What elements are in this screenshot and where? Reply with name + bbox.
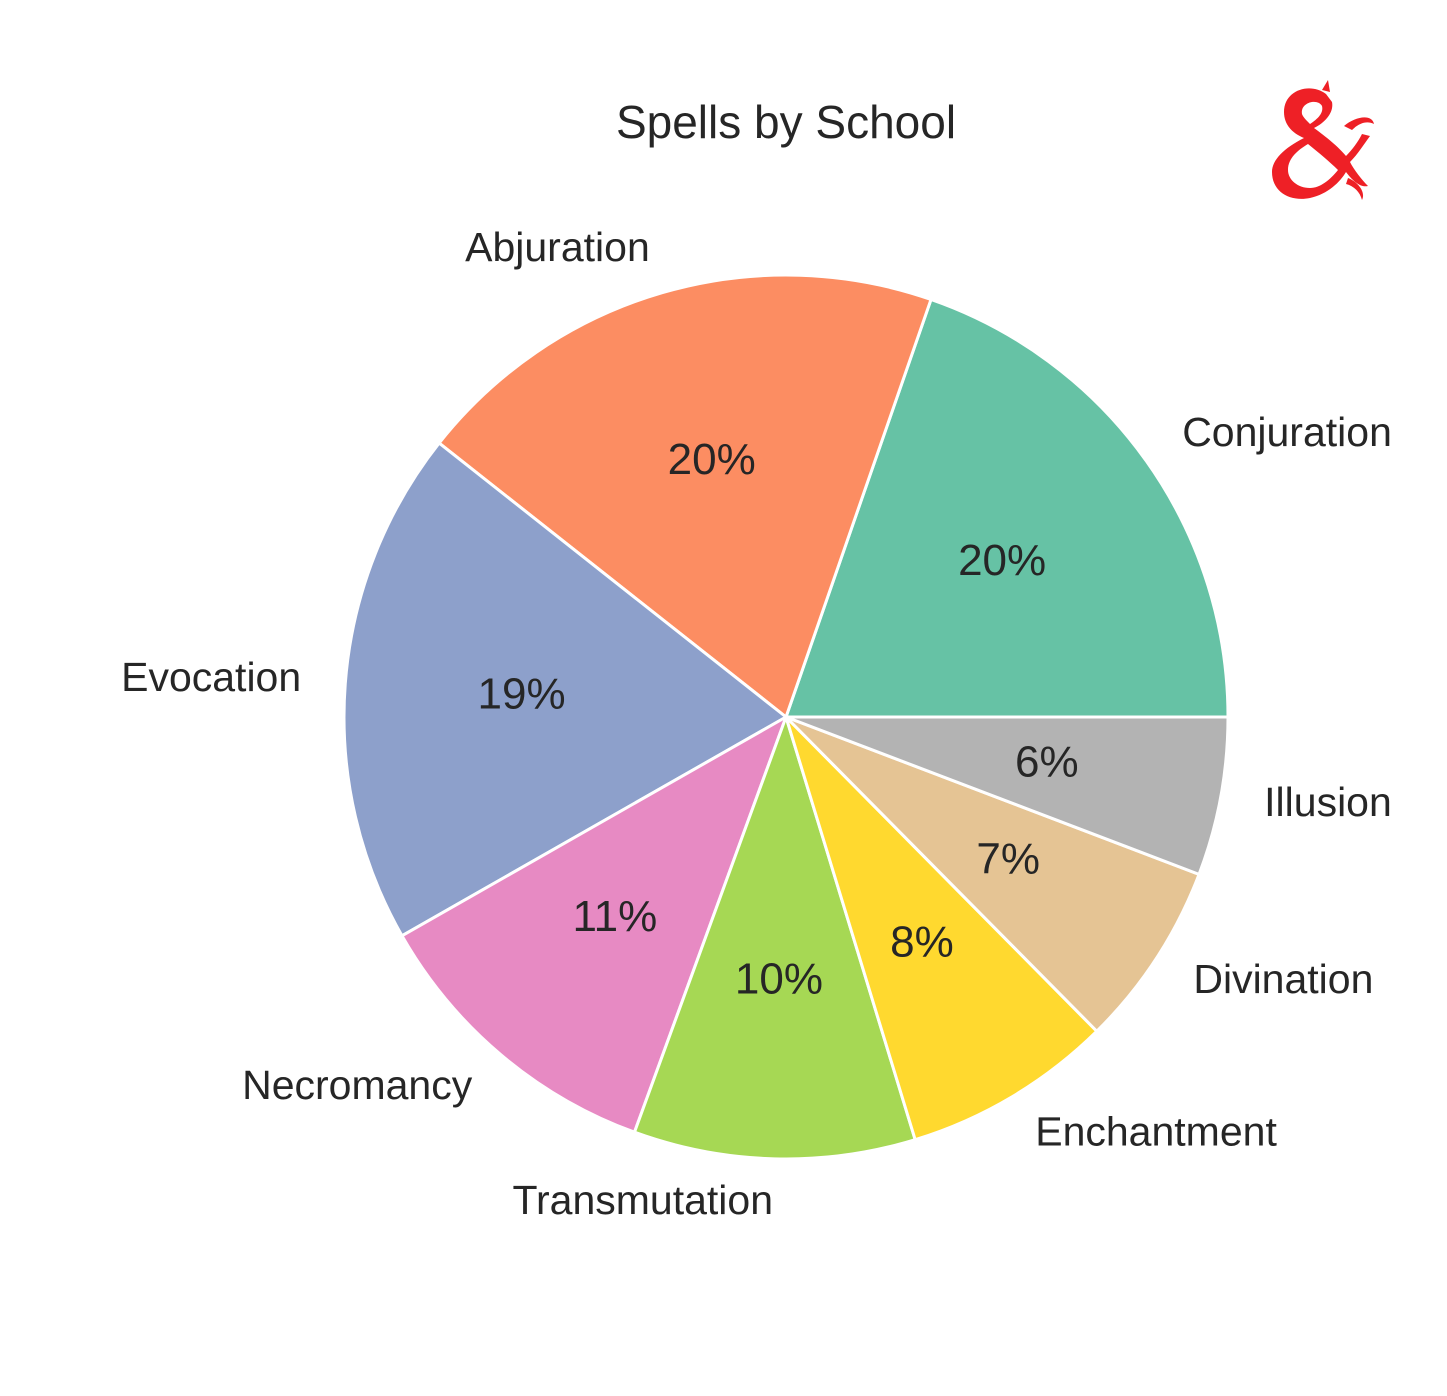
pie-percent-labels: 20% 20% 19% 11% 10% 8% 7% 6% (478, 435, 1079, 1004)
pie-slice-evocation (342, 441, 788, 938)
pie-category-labels: Conjuration Abjuration Evocation Necromancy… (121, 224, 1392, 1223)
percent-label-necromancy: 11% (572, 892, 657, 941)
category-label-transmutation: Transmutation (512, 1177, 773, 1223)
percent-label-divination: 7% (976, 834, 1040, 883)
category-label-abjuration: Abjuration (465, 224, 650, 270)
pie-slice-transmutation (632, 715, 917, 1161)
category-label-divination: Divination (1193, 956, 1373, 1002)
percent-label-transmutation: 10% (735, 955, 823, 1004)
percent-label-enchantment: 8% (890, 917, 954, 966)
category-label-conjuration: Conjuration (1182, 409, 1392, 455)
pie-slice-conjuration (784, 297, 1230, 719)
pie-slice-enchantment (784, 715, 1099, 1142)
chart-title: Spells by School (616, 96, 956, 148)
pie-slice-divination (784, 715, 1201, 1033)
dnd-ampersand-dragon-icon (1272, 80, 1374, 200)
percent-label-illusion: 6% (1015, 738, 1079, 787)
category-label-enchantment: Enchantment (1035, 1108, 1277, 1154)
pie-slices (342, 273, 1230, 1161)
category-label-evocation: Evocation (121, 654, 301, 700)
category-label-illusion: Illusion (1264, 779, 1392, 825)
percent-label-conjuration: 20% (958, 536, 1046, 585)
logo-ampersand-shape (1272, 88, 1370, 199)
percent-label-abjuration: 20% (668, 435, 756, 484)
percent-label-evocation: 19% (478, 670, 566, 719)
pie-slice-illusion (784, 715, 1230, 876)
pie-slice-abjuration (437, 273, 933, 719)
category-label-necromancy: Necromancy (242, 1062, 473, 1108)
pie-slice-necromancy (400, 715, 788, 1134)
